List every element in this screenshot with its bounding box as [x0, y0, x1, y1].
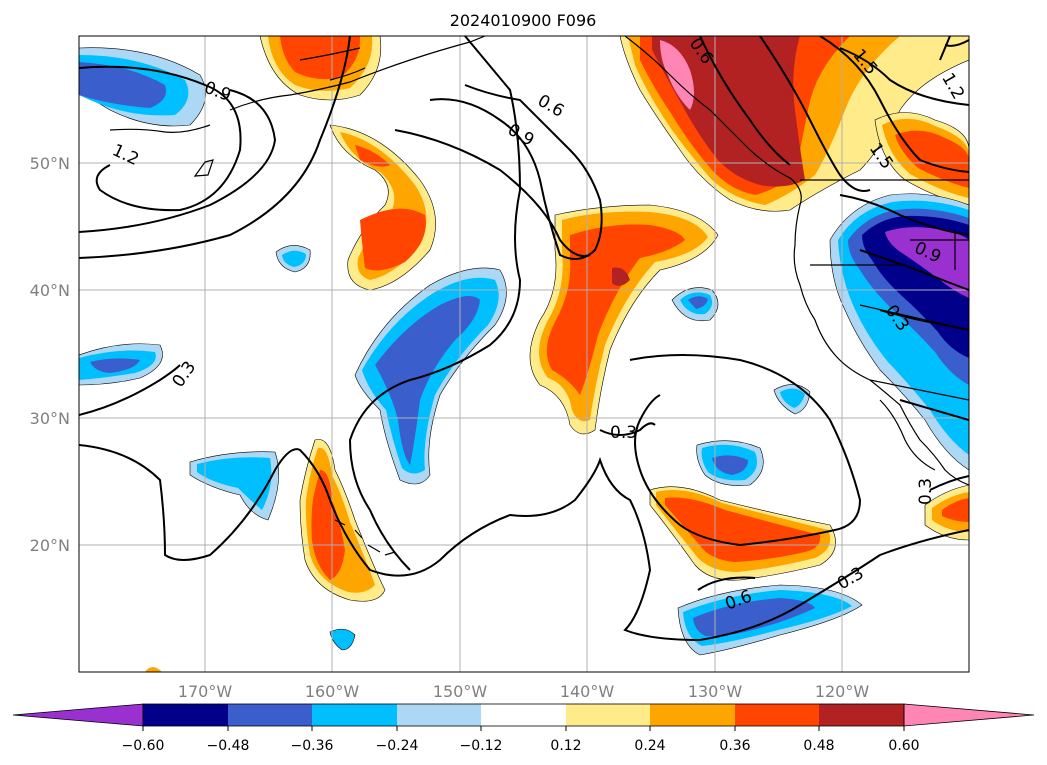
lon-tick-label: 140°W: [560, 682, 615, 701]
colorbar-tick-label: −0.36: [291, 738, 334, 754]
lon-tick-label: 150°W: [433, 682, 488, 701]
map-plot-area: 0.9 1.2 0.3 0.6 0.9 0.6 1.5 1.2 0.3 0.6 …: [79, 36, 969, 672]
colorbar-segment: [143, 704, 228, 726]
lon-tick-label: 130°W: [688, 682, 743, 701]
lat-tick-label: 20°N: [30, 536, 70, 555]
colorbar: −0.60 −0.48 −0.36 −0.24 −0.12 0.12 0.24 …: [12, 703, 1035, 754]
lat-tick-label: 40°N: [30, 281, 70, 300]
colorbar-tick-label: 0.48: [803, 738, 834, 754]
colorbar-extend-min: [12, 703, 144, 727]
colorbar-tick-label: −0.60: [122, 738, 165, 754]
lon-tick-labels: 170°W 160°W 150°W 140°W 130°W 120°W: [178, 682, 870, 701]
map-gridlines: [79, 36, 969, 672]
colorbar-tick-label: −0.48: [207, 738, 250, 754]
shade-negative-small-4: [329, 628, 356, 651]
colorbar-segment: [228, 704, 312, 726]
coastlines: [109, 36, 969, 556]
lat-tick-label: 30°N: [30, 409, 70, 428]
contour-label: 0.3: [610, 423, 637, 443]
colorbar-segment: [650, 704, 735, 726]
lat-tick-label: 50°N: [30, 154, 70, 173]
colorbar-tick-label: 0.36: [719, 738, 750, 754]
colorbar-tick-label: 0.12: [550, 738, 581, 754]
colorbar-tick-label: 0.24: [634, 738, 665, 754]
colorbar-segment: [566, 704, 650, 726]
contour-label: 0.3: [916, 478, 936, 505]
contour-lines: [79, 36, 969, 642]
lon-tick-label: 160°W: [305, 682, 360, 701]
colorbar-tick-label: −0.24: [376, 738, 419, 754]
map-title: 2024010900 F096: [450, 11, 597, 30]
lon-tick-label: 120°W: [815, 682, 870, 701]
colorbar-extend-max: [903, 703, 1035, 727]
colorbar-tick-label: −0.12: [460, 738, 503, 754]
lon-tick-label: 170°W: [178, 682, 233, 701]
colorbar-segment: [819, 704, 904, 726]
lat-tick-labels: 50°N 40°N 30°N 20°N: [30, 154, 70, 555]
colorbar-segment: [312, 704, 397, 726]
map-frame: [78, 35, 970, 673]
colorbar-tick-label: 0.60: [888, 738, 919, 754]
colorbar-segment: [735, 704, 819, 726]
colorbar-segment: [481, 704, 566, 726]
colorbar-segment: [397, 704, 481, 726]
